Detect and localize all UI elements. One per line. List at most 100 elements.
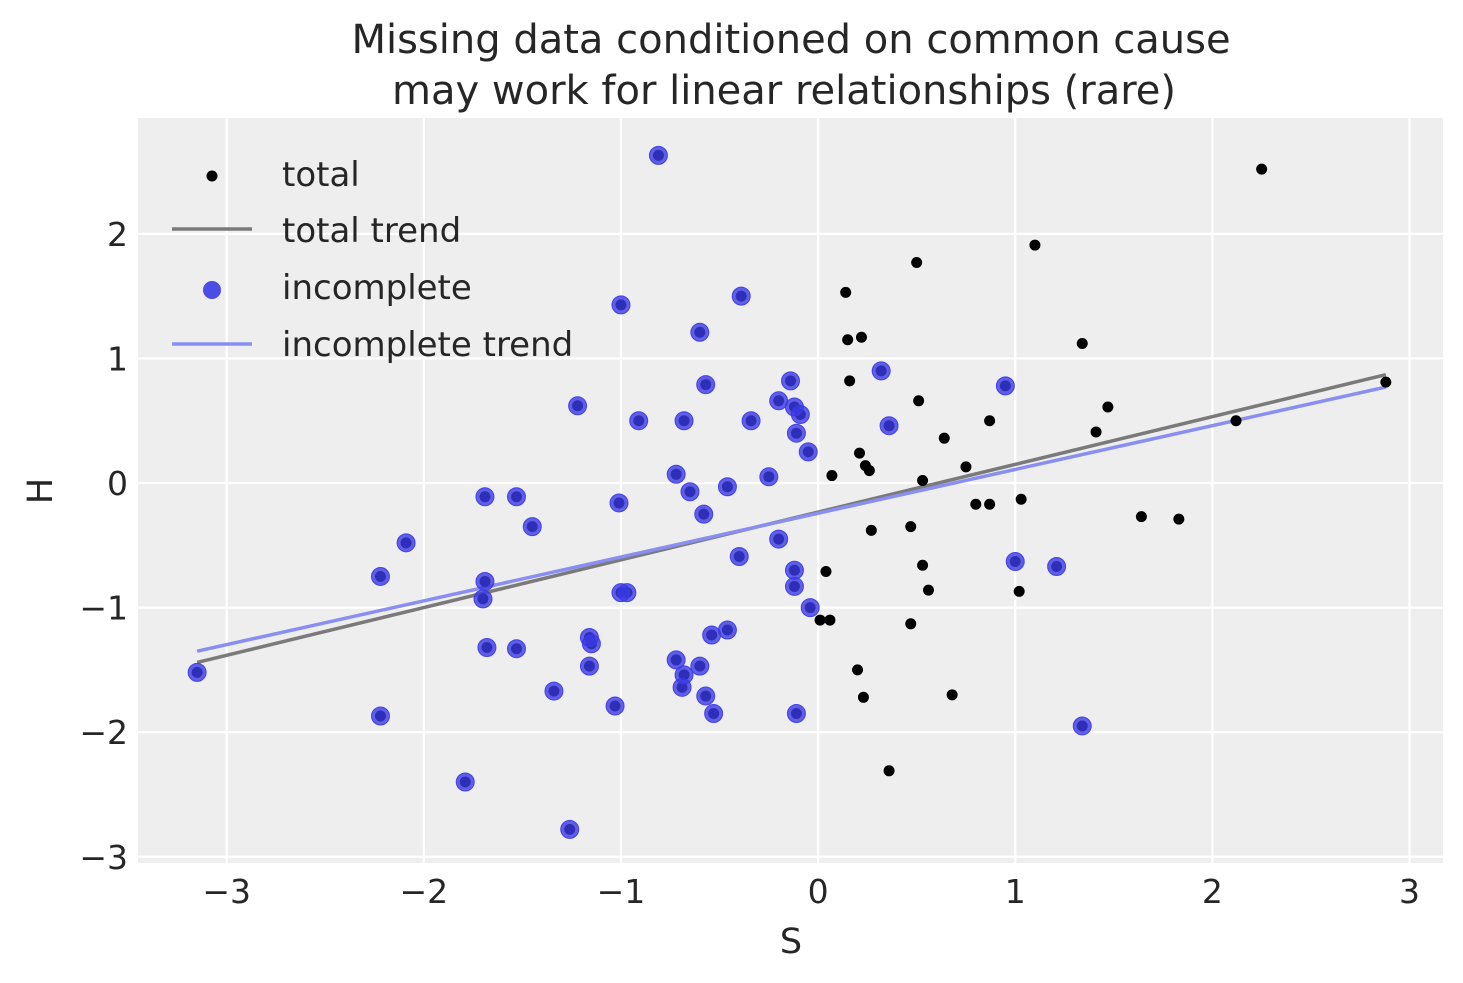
incomplete-point <box>477 637 497 657</box>
incomplete-point <box>568 396 588 416</box>
incomplete-point <box>729 547 749 567</box>
incomplete-point <box>1005 552 1025 572</box>
total-point <box>844 375 856 387</box>
total-point <box>826 470 838 482</box>
total-point <box>946 689 958 701</box>
total-point <box>905 521 917 533</box>
total-point <box>1029 239 1041 251</box>
total-point <box>970 498 982 510</box>
incomplete-point <box>666 464 686 484</box>
incomplete-point <box>506 639 526 659</box>
y-tick-labels: −3 −2 −1 0 1 2 <box>79 215 128 877</box>
x-axis-label: S <box>780 922 802 962</box>
x-tick-label: 0 <box>808 872 829 911</box>
total-point <box>883 765 895 777</box>
total-point <box>911 257 923 269</box>
y-tick-label: −1 <box>79 589 128 628</box>
legend-label-incomplete-trend: incomplete trend <box>282 325 573 365</box>
incomplete-point <box>690 322 710 342</box>
y-tick-label: 1 <box>107 339 128 378</box>
x-tick-labels: −3 −2 −1 0 1 2 3 <box>202 872 1420 911</box>
incomplete-point <box>798 442 818 462</box>
legend-marker-total <box>206 170 218 182</box>
total-point <box>922 584 934 596</box>
incomplete-point <box>370 566 390 586</box>
total-point <box>1256 163 1268 175</box>
incomplete-point <box>704 704 724 724</box>
total-point <box>905 618 917 630</box>
y-tick-label: −2 <box>79 713 128 752</box>
grid-lines <box>138 118 1443 863</box>
incomplete-point <box>475 571 495 591</box>
total-point <box>865 524 877 536</box>
incomplete-point <box>690 656 710 676</box>
incomplete-point <box>605 696 625 716</box>
chart-title-line-2: may work for linear relationships (rare) <box>392 68 1176 114</box>
incomplete-point <box>696 686 716 706</box>
x-tick-label: −1 <box>597 872 646 911</box>
incomplete-trend-line <box>196 385 1387 653</box>
total-point <box>917 475 929 487</box>
incomplete-point <box>370 706 390 726</box>
total-point <box>1015 493 1027 505</box>
incomplete-point <box>1047 556 1067 576</box>
x-tick-label: 3 <box>1399 872 1420 911</box>
x-tick-label: 1 <box>1005 872 1026 911</box>
total-point <box>863 465 875 477</box>
total-point <box>852 664 864 676</box>
incomplete-point <box>455 772 475 792</box>
total-point <box>824 614 836 626</box>
total-point <box>938 432 950 444</box>
y-tick-label: −3 <box>79 838 128 877</box>
incomplete-point <box>611 295 631 315</box>
plot-area <box>138 118 1443 863</box>
incomplete-point <box>560 819 580 839</box>
incomplete-point <box>648 145 668 165</box>
incomplete-point <box>995 376 1015 396</box>
incomplete-point <box>475 487 495 507</box>
incomplete-point <box>522 517 542 537</box>
incomplete-point <box>396 533 416 553</box>
incomplete-point <box>473 589 493 609</box>
y-tick-label: 2 <box>107 215 128 254</box>
incomplete-point <box>579 656 599 676</box>
incomplete-point <box>759 467 779 487</box>
incomplete-point <box>871 361 891 381</box>
legend-label-total-trend: total trend <box>282 211 461 251</box>
incomplete-point <box>544 681 564 701</box>
incomplete-point <box>781 371 800 391</box>
incomplete-point <box>731 286 751 306</box>
incomplete-point <box>717 620 737 640</box>
trend-lines <box>196 372 1387 665</box>
incomplete-point <box>617 583 637 603</box>
incomplete-point <box>696 375 716 395</box>
legend-label-total: total <box>282 155 360 195</box>
chart-title-line-1: Missing data conditioned on common cause <box>351 17 1230 63</box>
incomplete-point <box>629 411 649 431</box>
incomplete-point <box>717 477 737 497</box>
incomplete-points <box>187 145 1092 839</box>
total-point <box>1102 401 1114 413</box>
total-point <box>1013 585 1025 597</box>
x-tick-label: −3 <box>202 872 251 911</box>
total-point <box>855 331 867 343</box>
incomplete-point <box>680 482 700 502</box>
incomplete-point <box>786 423 806 443</box>
incomplete-point <box>674 665 694 685</box>
incomplete-point <box>1072 716 1092 736</box>
incomplete-point <box>879 416 899 436</box>
total-point <box>1380 376 1392 388</box>
total-point <box>917 559 929 571</box>
total-point <box>842 334 854 346</box>
total-point <box>1135 511 1147 523</box>
total-point <box>1076 337 1088 349</box>
total-point <box>820 565 832 577</box>
incomplete-point <box>769 529 789 549</box>
incomplete-point <box>741 411 761 431</box>
y-tick-label: 0 <box>107 464 128 503</box>
incomplete-point <box>674 411 694 431</box>
x-tick-label: 2 <box>1202 872 1223 911</box>
total-point <box>984 498 996 510</box>
total-point <box>814 614 826 626</box>
